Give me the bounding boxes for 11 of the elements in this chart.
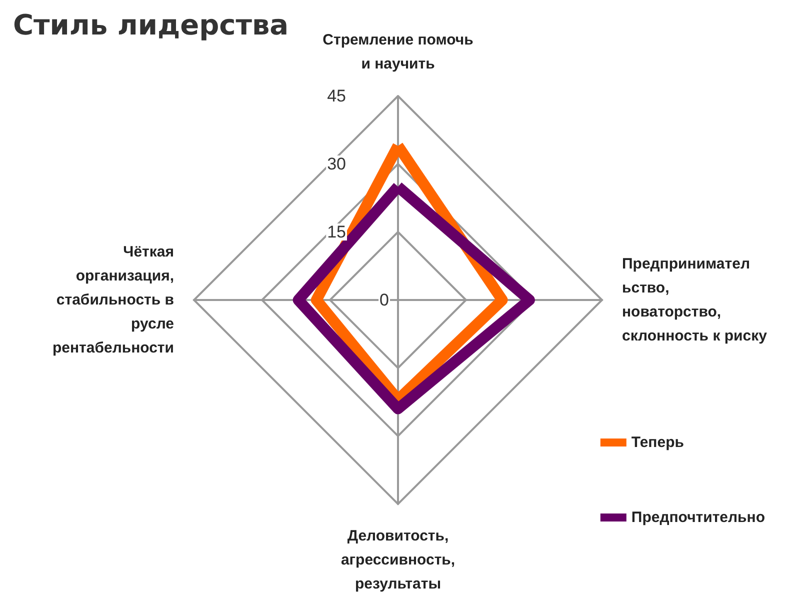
y-tick-label: 0 bbox=[380, 290, 389, 310]
spoke-label: Стремление помочь и научить bbox=[322, 32, 474, 72]
y-tick-label: 15 bbox=[327, 222, 346, 242]
spoke-label: Предпринимательство, новаторство, склонность к риску bbox=[622, 256, 768, 344]
legend-label: Предпочтительно bbox=[631, 509, 765, 526]
legend-label: Теперь bbox=[631, 434, 684, 451]
chart-title: Стиль лидерства bbox=[13, 8, 289, 42]
y-tick-label: 30 bbox=[327, 154, 346, 174]
y-tick-label: 45 bbox=[327, 86, 346, 106]
spoke-label: Деловитость, агрессивность, результаты bbox=[340, 528, 456, 592]
spoke-label: Чёткая организация, стабильность в русле рентабельности bbox=[52, 244, 174, 356]
